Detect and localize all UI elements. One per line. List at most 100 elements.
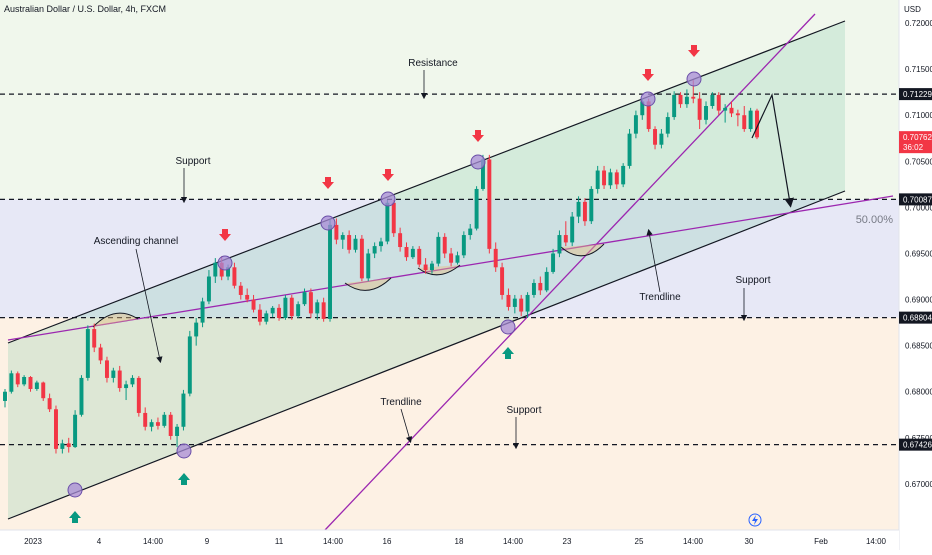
candle-body (296, 304, 301, 317)
candle-body (589, 188, 594, 222)
candle-body (716, 94, 721, 111)
up-arrow-icon (69, 511, 81, 523)
candle-body (640, 101, 645, 116)
candle-body (468, 228, 473, 236)
candle-body (633, 115, 638, 134)
annotation-trendline-lower: Trendline (380, 397, 422, 408)
annotation-support-upper: Support (175, 156, 210, 167)
candle-body (755, 110, 759, 138)
candle-body (302, 292, 307, 305)
candle-body (187, 336, 192, 394)
x-tick-label: 16 (383, 537, 392, 546)
trendline-steep[interactable] (324, 13, 816, 531)
candle-body (111, 370, 116, 378)
candle-body (289, 297, 294, 317)
x-tick-label: 14:00 (866, 537, 887, 546)
y-tick-label: 0.70000 (905, 203, 932, 212)
down-arrow-icon (219, 229, 231, 241)
candle-body (130, 377, 135, 385)
candle-body (79, 377, 84, 415)
candle-body (665, 117, 670, 134)
candle-body (85, 329, 90, 378)
candle-body (168, 414, 173, 436)
candle-body (308, 292, 313, 314)
candle-body (602, 170, 607, 186)
candle-body (328, 224, 332, 319)
annotation-trendline-middle: Trendline (639, 292, 681, 303)
currency-label: USD (904, 5, 921, 14)
candle-body (92, 329, 97, 348)
candle-body (614, 172, 619, 185)
candle-body (124, 384, 129, 389)
candle-body (15, 373, 20, 385)
candle-body (710, 94, 715, 106)
x-tick-label: 18 (455, 537, 464, 546)
candle-body (506, 294, 511, 307)
candle-body (379, 241, 383, 247)
candle-body (277, 307, 282, 318)
up-arrow-icon (502, 347, 514, 359)
annotation-resistance: Resistance (408, 58, 458, 69)
trendline-mid[interactable] (7, 195, 894, 341)
channel-upper-line[interactable] (7, 20, 846, 344)
candle-body (340, 235, 345, 240)
support-arc (417, 264, 461, 276)
y-tick-label: 0.69500 (905, 249, 932, 258)
touch-point-marker (67, 482, 83, 498)
candle-body (582, 201, 587, 222)
candle-body (417, 248, 422, 265)
touch-point-marker (217, 255, 233, 271)
candle-body (104, 360, 109, 378)
price-badge (899, 311, 932, 324)
x-tick-label: 23 (563, 537, 572, 546)
support-arc (344, 277, 392, 291)
x-tick-label: 14:00 (143, 537, 164, 546)
touch-point-marker (686, 71, 702, 87)
candle-body (60, 443, 65, 449)
down-arrow-icon (688, 45, 700, 57)
candle-body (684, 96, 689, 105)
candle-body (653, 129, 658, 145)
candle-body (423, 264, 428, 271)
candle-body (321, 302, 326, 319)
annotation-support-lower: Support (506, 405, 541, 416)
candle-body (155, 422, 160, 426)
candle-body (557, 235, 562, 254)
candle-body (54, 409, 58, 449)
touch-point-marker (380, 191, 396, 207)
touch-point-marker (640, 91, 656, 107)
candle-body (34, 382, 39, 389)
x-tick-label: 14:00 (323, 537, 344, 546)
x-tick-label: 2023 (24, 537, 42, 546)
candle-body (487, 159, 492, 249)
candle-body (175, 426, 180, 436)
lightning-icon[interactable] (748, 513, 762, 527)
price-badge-label: 0.67426 (903, 441, 932, 450)
y-tick-label: 0.71000 (905, 111, 932, 120)
candle-body (563, 235, 568, 243)
candle-body (66, 443, 71, 448)
channel-lower-line[interactable] (7, 190, 846, 520)
candle-body (270, 307, 275, 314)
candle-body (646, 101, 651, 130)
annotation-support-right: Support (735, 275, 770, 286)
support-arc (560, 243, 605, 257)
y-tick-label: 0.72000 (905, 19, 932, 28)
touch-point-marker (320, 215, 336, 231)
price-badge (899, 438, 932, 451)
candle-body (162, 414, 167, 426)
candle-body (257, 309, 262, 322)
candle-body (353, 238, 358, 250)
candle-body (385, 202, 390, 242)
candle-body (98, 347, 103, 361)
down-arrow-icon (322, 177, 334, 189)
touch-point-marker (500, 319, 516, 335)
x-tick-label: 14:00 (683, 537, 704, 546)
candle-body (238, 285, 243, 295)
candle-body (22, 376, 27, 385)
candle-body (742, 115, 747, 130)
candle-body (194, 322, 199, 337)
x-tick-label: 11 (275, 537, 284, 546)
